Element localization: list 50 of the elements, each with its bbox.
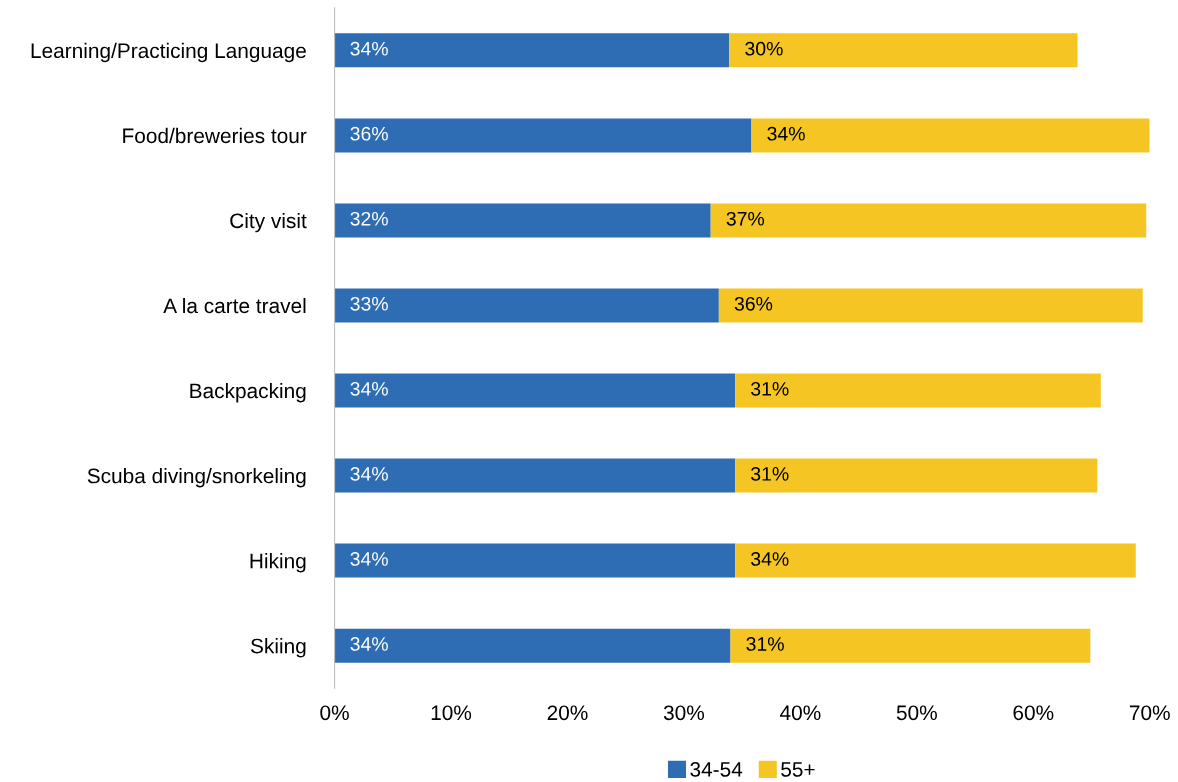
x-tick-label: 60% — [1013, 705, 1054, 721]
data-label: 32% — [350, 211, 388, 226]
bar — [334, 458, 736, 493]
x-tick-label: 20% — [547, 705, 588, 721]
bar — [334, 543, 736, 578]
data-label: 31% — [746, 637, 784, 651]
y-tick-label: Scuba diving/snorkeling — [87, 468, 306, 488]
y-tick-label: Skiing — [250, 638, 306, 658]
data-label: 31% — [751, 381, 789, 396]
data-label: 30% — [745, 41, 783, 56]
x-tick-label: 70% — [1129, 705, 1170, 721]
y-tick-label: Hiking — [250, 553, 306, 573]
x-tick-label: 10% — [431, 705, 472, 721]
x-tick-label: 30% — [663, 705, 705, 721]
bar — [334, 373, 736, 408]
y-tick-label: Backpacking — [190, 382, 306, 403]
bar — [730, 628, 1091, 663]
data-label: 34% — [767, 126, 805, 141]
legend-label: 34-54 — [690, 762, 743, 777]
x-tick-label: 0% — [320, 705, 349, 721]
bar — [735, 458, 1098, 493]
bar — [334, 203, 711, 238]
bar — [735, 543, 1136, 578]
data-label: 31% — [751, 467, 789, 481]
data-label: 36% — [350, 126, 388, 141]
data-label: 34% — [751, 552, 789, 566]
legend-label: 55+ — [781, 762, 815, 777]
bar — [729, 33, 1078, 68]
y-tick-label: Food/breweries tour — [123, 127, 307, 144]
data-label: 34% — [350, 41, 388, 56]
data-label: 37% — [726, 211, 765, 226]
bar — [710, 203, 1147, 238]
y-tick-label: Learning/Practicing Language — [31, 42, 306, 63]
data-label: 34% — [350, 637, 388, 651]
bar — [735, 373, 1101, 408]
bar — [334, 33, 730, 68]
bar — [751, 118, 1150, 153]
data-label: 34% — [350, 467, 388, 481]
data-label: 34% — [350, 381, 388, 396]
data-label: 33% — [350, 296, 388, 311]
bar — [334, 288, 719, 323]
data-label: 36% — [734, 296, 773, 311]
data-label: 34% — [350, 552, 388, 566]
x-tick-label: 50% — [896, 705, 937, 721]
y-tick-label: City visit — [230, 212, 307, 233]
x-tick-label: 40% — [780, 705, 821, 721]
y-tick-label: A la carte travel — [163, 297, 306, 314]
bar — [718, 288, 1143, 323]
bar — [334, 628, 731, 663]
bar — [334, 118, 752, 153]
